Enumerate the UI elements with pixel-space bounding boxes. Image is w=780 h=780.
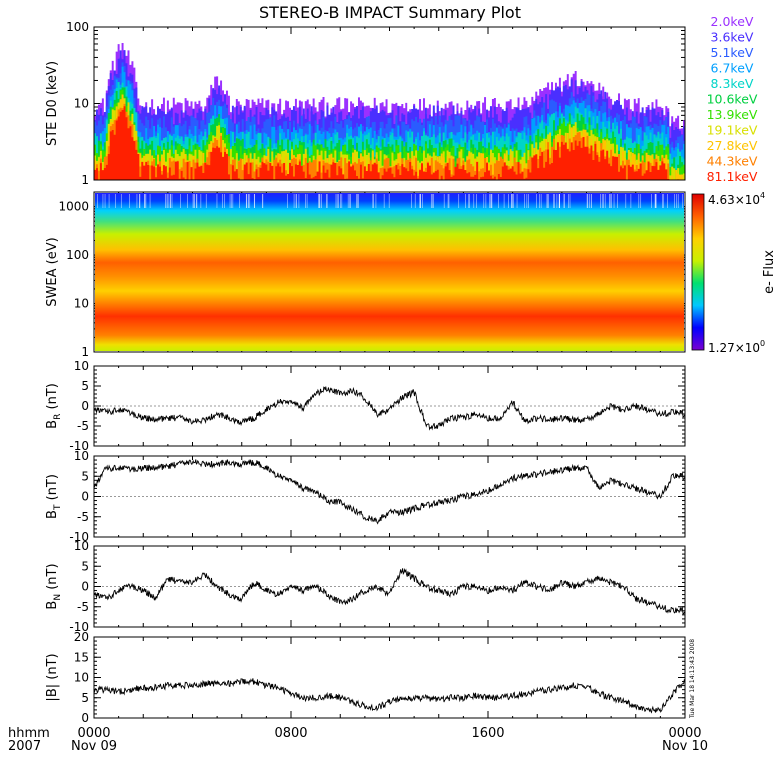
bt-ytick-label: -5 [77, 510, 89, 524]
time-tick-0000-end: 0000 [668, 726, 701, 741]
ste-legend-27.8keV: 27.8keV [707, 138, 758, 153]
ste-ytick-label: 10 [74, 97, 89, 111]
swea-ylabel: SWEA (eV) [45, 237, 60, 306]
ste-ytick-label: 1 [81, 173, 89, 187]
swea-ytick-label: 1000 [58, 200, 89, 214]
time-axis: hhmm 2007 0000 Nov 09 0800 1600 0000 Nov… [8, 726, 708, 754]
br-series-line [93, 386, 686, 431]
bn-ytick-label: -10 [69, 620, 89, 634]
bt-panel: -10 -5 0 5 10 BT (nT) [45, 449, 686, 544]
bmag-ylabel: |B| (nT) [45, 653, 60, 701]
bn-ytick-label: 0 [81, 580, 89, 594]
swea-frame-top [93, 191, 686, 353]
bmag-ytick-label: 10 [74, 671, 89, 685]
time-tick-0000: 0000 [77, 726, 110, 741]
time-axis-label-year: 2007 [8, 739, 41, 754]
ste-legend-5.1keV: 5.1keV [711, 45, 754, 60]
bmag-ytick-label: 15 [74, 650, 89, 664]
swea-ytick-label: 1 [81, 345, 89, 359]
time-tick-date-end: Nov 10 [662, 739, 708, 754]
bt-ytick-label: 0 [81, 490, 89, 504]
bn-ytick-label: 10 [74, 539, 89, 553]
colorbar-label: e- Flux [762, 250, 777, 294]
swea-ytick-label: 100 [66, 248, 89, 262]
bn-series-line [93, 567, 686, 615]
colorbar-min-label: 1.27×100 [708, 339, 765, 355]
time-tick-0800: 0800 [274, 726, 307, 741]
ste-legend-19.1keV: 19.1keV [707, 123, 758, 138]
br-ylabel: BR (nT) [45, 383, 63, 429]
br-ytick-label: -5 [77, 419, 89, 433]
bmag-frame [93, 636, 686, 719]
timestamp: Tue Mar 18 14:13:43 2008 [689, 639, 696, 719]
bt-ytick-label: -10 [69, 530, 89, 544]
swea-ytick-label: 10 [74, 297, 89, 311]
bn-ytick-label: -5 [77, 600, 89, 614]
bn-panel: -10 -5 0 5 10 BN (nT) [45, 539, 686, 634]
bt-series-line [93, 459, 686, 525]
swea-panel: 1 10 100 1000 SWEA (eV) 4.63×104 1.27×100 e- Fl… [45, 191, 777, 359]
bmag-panel: 0 5 10 15 20 |B| (nT) [45, 630, 686, 725]
ste-legend-13.9keV: 13.9keV [707, 107, 758, 122]
colorbar-max-label: 4.63×104 [708, 191, 765, 207]
ste-frame-top [93, 26, 686, 181]
ste-panel: 1 10 100 STE D0 (keV) 2.0keV3.6keV5.1keV6.7k… [45, 14, 758, 187]
time-axis-label-hhmm: hhmm [8, 726, 50, 741]
swea-colorbar [691, 193, 705, 351]
ste-ylabel: STE D0 (keV) [45, 61, 60, 146]
bmag-ytick-label: 0 [81, 711, 89, 725]
ste-legend-10.6keV: 10.6keV [707, 92, 758, 107]
bt-ytick-label: 5 [81, 469, 89, 483]
bmag-ytick-label: 5 [81, 691, 89, 705]
bmag-series-line [93, 678, 686, 714]
bn-ylabel: BN (nT) [45, 563, 63, 609]
bmag-ytick-label: 20 [74, 630, 89, 644]
bt-ylabel: BT (nT) [45, 474, 63, 519]
plot-title: STEREO-B IMPACT Summary Plot [259, 3, 521, 22]
swea-heatmap [95, 193, 684, 351]
br-ytick-label: 5 [81, 379, 89, 393]
ste-legend-8.3keV: 8.3keV [711, 76, 754, 91]
bn-ytick-label: 5 [81, 559, 89, 573]
br-ytick-label: -10 [69, 439, 89, 453]
ste-legend-81.1keV: 81.1keV [707, 169, 758, 184]
ste-legend-3.6keV: 3.6keV [711, 30, 754, 45]
time-tick-1600: 1600 [471, 726, 504, 741]
br-ytick-label: 10 [74, 359, 89, 373]
br-ytick-label: 0 [81, 399, 89, 413]
ste-series-81.1keV [94, 106, 685, 180]
ste-spectra [94, 43, 685, 180]
ste-legend-44.3keV: 44.3keV [707, 154, 758, 169]
ste-legend-6.7keV: 6.7keV [711, 61, 754, 76]
ste-legend-2.0keV: 2.0keV [711, 14, 754, 29]
bt-ytick-label: 10 [74, 449, 89, 463]
ste-ytick-label: 100 [66, 20, 89, 34]
time-tick-date-start: Nov 09 [71, 739, 117, 754]
br-panel: -10 -5 0 5 10 BR (nT) [45, 359, 686, 453]
